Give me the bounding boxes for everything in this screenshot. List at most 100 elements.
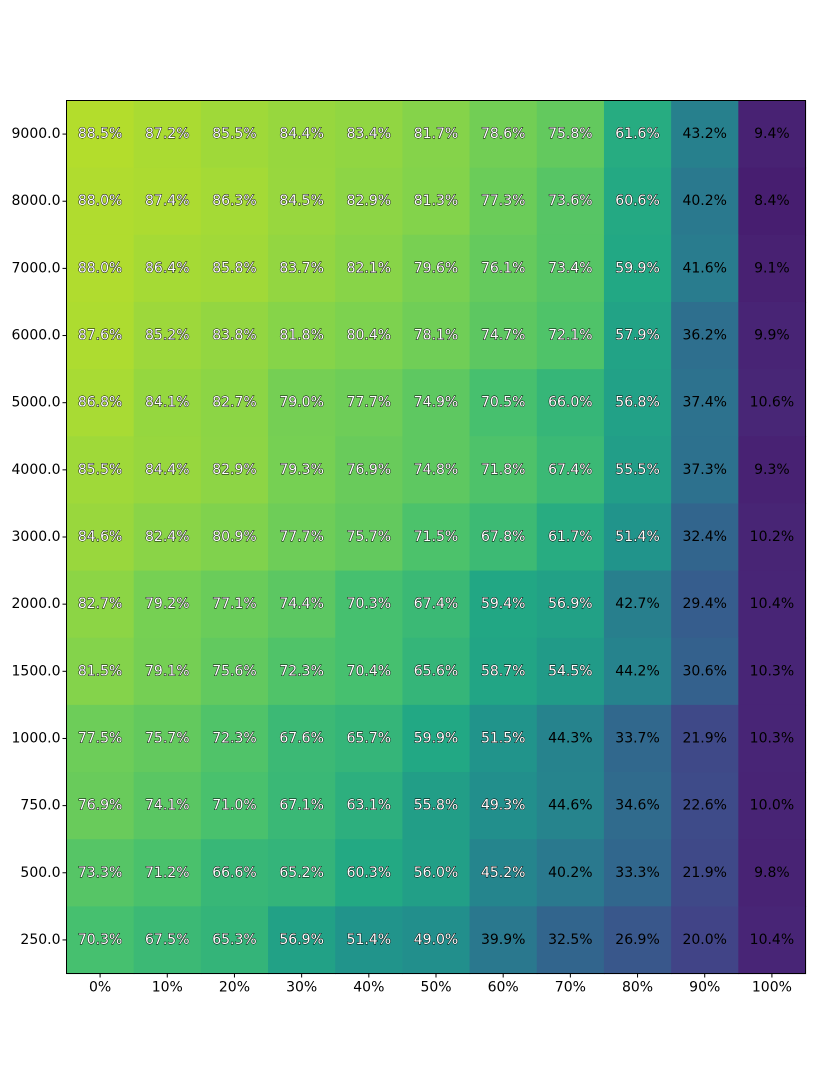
heatmap-cell (268, 570, 336, 639)
heatmap-cell-label: 55.8% (414, 798, 458, 814)
heatmap-cell-label: 42.7% (615, 596, 659, 612)
heatmap-cell-label: 81.8% (279, 328, 323, 344)
heatmap-cell (738, 839, 807, 907)
x-tick-label: 0% (89, 980, 111, 996)
heatmap-cell (200, 839, 269, 907)
heatmap-cell-label: 71.8% (481, 462, 525, 478)
heatmap-cell (603, 503, 672, 572)
heatmap-cell (536, 100, 605, 169)
heatmap-cell (133, 503, 202, 572)
heatmap-cell (671, 637, 739, 706)
heatmap-cell-label: 88.0% (78, 193, 122, 209)
heatmap-cell-label: 65.7% (347, 730, 391, 746)
heatmap-cell-label: 26.9% (615, 932, 659, 948)
heatmap-cell-label: 80.9% (212, 529, 256, 545)
heatmap-cell (133, 570, 202, 639)
heatmap-cell-label: 76.1% (481, 260, 525, 276)
heatmap-cell (335, 704, 404, 773)
x-tick-label: 50% (420, 980, 451, 996)
heatmap-cell (536, 503, 605, 572)
heatmap-cell (738, 637, 807, 706)
heatmap-cell (671, 503, 739, 572)
heatmap-cell-label: 59.4% (481, 596, 525, 612)
x-tick-label: 20% (219, 980, 250, 996)
heatmap-cell (671, 704, 739, 773)
heatmap-cell (738, 772, 807, 840)
heatmap-cell-label: 83.8% (212, 328, 256, 344)
heatmap-cell-label: 78.6% (481, 126, 525, 142)
heatmap-cell-label: 75.7% (347, 529, 391, 545)
heatmap-cell-label: 67.6% (279, 730, 323, 746)
heatmap-cell (536, 234, 605, 303)
heatmap-cell-label: 34.6% (615, 798, 659, 814)
heatmap-cell-label: 81.3% (414, 193, 458, 209)
heatmap-cell-label: 43.2% (682, 126, 726, 142)
heatmap-cell (671, 100, 739, 169)
y-tick-label: 5000.0 (12, 395, 61, 411)
heatmap-cell-label: 82.1% (347, 260, 391, 276)
heatmap-cell (469, 301, 538, 370)
heatmap-cell (469, 772, 538, 840)
heatmap-cell (268, 369, 336, 437)
heatmap-cell-label: 32.4% (682, 529, 726, 545)
heatmap-cell (66, 570, 135, 639)
heatmap-cell (66, 301, 135, 370)
x-tick-label: 40% (353, 980, 384, 996)
heatmap-cell-label: 77.1% (212, 596, 256, 612)
heatmap-cell-label: 84.4% (279, 126, 323, 142)
heatmap-cell-label: 36.2% (682, 328, 726, 344)
heatmap-cell (268, 839, 336, 907)
heatmap-cell-label: 49.0% (414, 932, 458, 948)
heatmap-cell-label: 82.7% (78, 596, 122, 612)
heatmap-cell-label: 10.4% (750, 596, 794, 612)
heatmap-cell (133, 234, 202, 303)
heatmap-cell-label: 79.0% (279, 395, 323, 411)
heatmap-cell (200, 503, 269, 572)
heatmap-cell-label: 51.4% (347, 932, 391, 948)
heatmap-cell-label: 79.1% (145, 663, 189, 679)
heatmap-cell (402, 100, 471, 169)
heatmap-cell-label: 86.8% (78, 395, 122, 411)
heatmap-cell-label: 44.2% (615, 663, 659, 679)
heatmap-cell-label: 10.3% (750, 730, 794, 746)
x-tick-label: 70% (555, 980, 586, 996)
heatmap-cell-label: 80.4% (347, 328, 391, 344)
heatmap-cell (603, 637, 672, 706)
heatmap-cell-label: 77.7% (347, 395, 391, 411)
heatmap-cell (402, 503, 471, 572)
heatmap-cell-label: 60.6% (615, 193, 659, 209)
heatmap-cell (335, 167, 404, 236)
heatmap-cell-label: 77.7% (279, 529, 323, 545)
heatmap-cell (469, 167, 538, 236)
heatmap-cell-label: 39.9% (481, 932, 525, 948)
heatmap-cell-label: 74.8% (414, 462, 458, 478)
heatmap-cell-label: 76.9% (78, 798, 122, 814)
heatmap-cell (469, 100, 538, 169)
x-tick-label: 100% (752, 980, 792, 996)
heatmap-cell (603, 436, 672, 505)
heatmap-cell-label: 51.5% (481, 730, 525, 746)
heatmap-cell-label: 44.6% (548, 798, 592, 814)
heatmap-cell-label: 79.3% (279, 462, 323, 478)
heatmap-cell (671, 167, 739, 236)
heatmap-cell (738, 704, 807, 773)
heatmap-cell-label: 22.6% (682, 798, 726, 814)
heatmap-cell (335, 839, 404, 907)
heatmap-cell (66, 369, 135, 437)
heatmap-cell-label: 56.9% (279, 932, 323, 948)
heatmap-cell-label: 76.9% (347, 462, 391, 478)
heatmap-cell-label: 72.3% (212, 730, 256, 746)
heatmap-cell (268, 234, 336, 303)
heatmap-cell-label: 67.8% (481, 529, 525, 545)
heatmap-cell-label: 56.9% (548, 596, 592, 612)
heatmap-cell-label: 40.2% (682, 193, 726, 209)
heatmap-cell (402, 906, 471, 975)
heatmap-cell (335, 772, 404, 840)
heatmap-cell (603, 906, 672, 975)
heatmap-cell-label: 87.6% (78, 328, 122, 344)
heatmap-cell-label: 73.3% (78, 865, 122, 881)
heatmap-cell (66, 234, 135, 303)
heatmap-cell (335, 100, 404, 169)
heatmap-cell (66, 436, 135, 505)
heatmap-cell-label: 63.1% (347, 798, 391, 814)
